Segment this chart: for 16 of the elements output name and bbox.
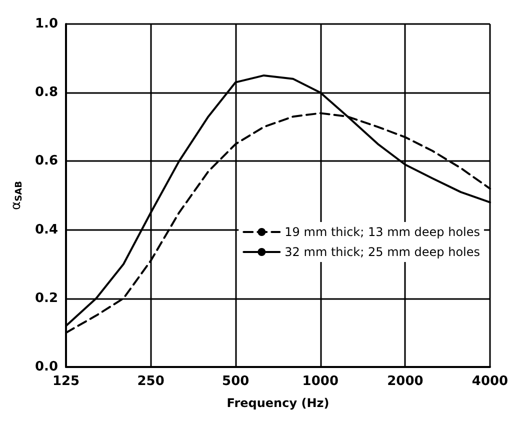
y-axis-title: αSAB: [9, 180, 25, 210]
y-tick-label: 0.6: [34, 154, 58, 169]
x-tick-label: 2000: [387, 374, 424, 389]
x-tick-label: 250: [137, 374, 164, 389]
y-tick-label: 1.0: [34, 16, 58, 32]
x-axis-title: Frequency (Hz): [226, 396, 330, 410]
x-tick-label: 125: [52, 374, 80, 389]
y-tick-label: 0.8: [34, 85, 58, 100]
legend-label: 19 mm thick; 13 mm deep holes: [284, 225, 480, 239]
x-tick-label: 4000: [472, 374, 508, 389]
x-tick-label: 500: [222, 374, 250, 389]
y-tick-label: 0.2: [34, 290, 58, 306]
y-tick-label: 0.4: [34, 222, 58, 238]
legend-label: 32 mm thick; 25 mm deep holes: [284, 245, 480, 259]
y-tick-label: 0.0: [34, 360, 58, 374]
x-tick-label: 1000: [302, 374, 338, 389]
